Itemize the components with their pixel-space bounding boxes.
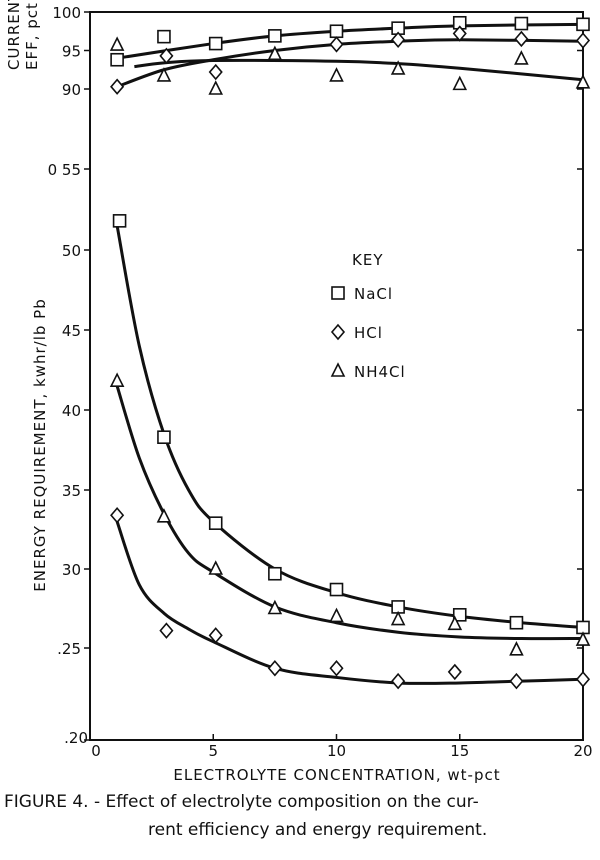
y-tick-label-bottom: 50 [62, 242, 81, 260]
figure-caption-line2: rent efficiency and energy requirement. [148, 820, 488, 840]
y-tick-label-bottom: 30 [62, 561, 81, 579]
legend-label-nacl: NaCl [354, 285, 393, 303]
data-point-bottom-hcl [575, 671, 591, 688]
y-axis-label-eff: EFF, pct [23, 2, 41, 70]
data-point-top-nh4cl [390, 60, 406, 75]
data-point-bottom-nacl [452, 608, 467, 622]
data-point-bottom-hcl [391, 672, 406, 690]
data-point-top-nacl [268, 29, 282, 43]
data-point-top-hcl [514, 30, 529, 48]
x-axis-label: ELECTROLYTE CONCENTRATION, wt-pct [173, 766, 500, 784]
figure-caption-line1: FIGURE 4. - Effect of electrolyte compos… [4, 792, 479, 812]
data-point-top-nh4cl [575, 74, 591, 89]
y-tick-label-top: 100 [52, 4, 81, 22]
data-point-top-nacl [157, 29, 171, 44]
data-point-bottom-hcl [208, 627, 223, 644]
data-point-top-nh4cl [267, 45, 283, 61]
y-axis-label-energy: ENERGY REQUIREMENT, kwhr/lb Pb [31, 298, 49, 591]
data-point-top-hcl [452, 25, 467, 42]
legend-marker-nh4cl [330, 362, 346, 377]
fit-curve-bottom-nacl [115, 225, 584, 629]
data-point-top-nacl [514, 16, 529, 31]
data-point-bottom-nh4cl [109, 372, 125, 388]
y-tick-label-top: 90 [62, 81, 81, 99]
data-point-bottom-nacl [112, 214, 127, 228]
tick-labels: 90 95 100 .25 30 35 40 45 50 0 55 .200 5 10 15 20 [48, 4, 593, 760]
legend-label-hcl: HCl [354, 324, 383, 342]
data-point-top-hcl [391, 31, 406, 48]
legend-marker-nacl [331, 286, 345, 300]
data-point-top-hcl [329, 36, 344, 53]
data-point-top-nacl [329, 24, 344, 39]
data-point-bottom-hcl [267, 660, 282, 677]
data-point-top-nacl [576, 17, 590, 32]
y-tick-label-bottom: 0 55 [48, 161, 81, 179]
data-point-bottom-nh4cl [208, 560, 224, 575]
data-point-bottom-nh4cl [390, 610, 406, 626]
data-point-top-nh4cl [156, 67, 172, 82]
data-point-bottom-nh4cl [267, 599, 283, 615]
x-tick-label: 10 [327, 742, 346, 760]
legend-marker-hcl [330, 323, 346, 341]
data-point-bottom-nacl [157, 430, 171, 445]
fit-curves [115, 22, 584, 685]
data-point-bottom-hcl [509, 672, 524, 690]
data-point-bottom-nh4cl [509, 641, 524, 656]
fit-curve-top-hcl [116, 38, 584, 89]
x-tick-label: 15 [450, 742, 469, 760]
data-point-top-hcl [110, 78, 125, 95]
data-point-top-nacl [208, 36, 223, 51]
x-tick-label: 0 [91, 742, 101, 760]
data-point-top-nh4cl [208, 80, 224, 95]
data-point-bottom-hcl [159, 622, 174, 639]
axes [84, 11, 584, 741]
data-point-bottom-hcl [329, 660, 344, 677]
x-tick-label: 20 [573, 742, 592, 760]
data-point-top-hcl [575, 32, 591, 49]
data-point-bottom-nacl [208, 516, 223, 530]
legend-label-nh4cl: NH4Cl [354, 363, 406, 381]
data-point-top-nh4cl [109, 36, 125, 51]
y-tick-label-bottom: .20 [64, 729, 88, 747]
data-point-top-hcl [159, 47, 174, 65]
data-point-top-nacl [110, 52, 124, 67]
data-point-bottom-hcl [447, 663, 462, 681]
y-axis-label-current: CURRENT [5, 0, 23, 70]
data-point-bottom-nh4cl [329, 607, 344, 623]
data-point-top-hcl [208, 63, 223, 81]
legend-title: KEY [352, 251, 383, 269]
y-tick-label-top: 95 [62, 43, 81, 61]
fit-curve-bottom-nh4cl [115, 385, 584, 641]
data-point-bottom-nacl [268, 566, 282, 581]
x-tick-label: 5 [208, 742, 218, 760]
data-point-bottom-hcl [110, 507, 125, 524]
data-point-bottom-nacl [329, 582, 344, 597]
data-point-bottom-nh4cl [575, 631, 591, 646]
y-tick-label-bottom: 45 [62, 322, 81, 340]
y-tick-label-bottom: 35 [62, 482, 81, 500]
y-tick-label-bottom: .25 [57, 640, 81, 658]
data-point-top-nh4cl [452, 75, 468, 91]
fit-curve-bottom-hcl [115, 521, 584, 685]
legend: KEY NaCl HCl NH4Cl [330, 251, 406, 381]
data-point-bottom-nh4cl [447, 615, 463, 631]
data-point-bottom-nh4cl [156, 508, 172, 523]
y-tick-label-bottom: 40 [62, 402, 81, 420]
data-markers [109, 15, 591, 690]
data-point-top-nh4cl [514, 50, 529, 65]
data-point-top-nh4cl [329, 67, 344, 82]
data-point-bottom-nacl [509, 615, 524, 630]
